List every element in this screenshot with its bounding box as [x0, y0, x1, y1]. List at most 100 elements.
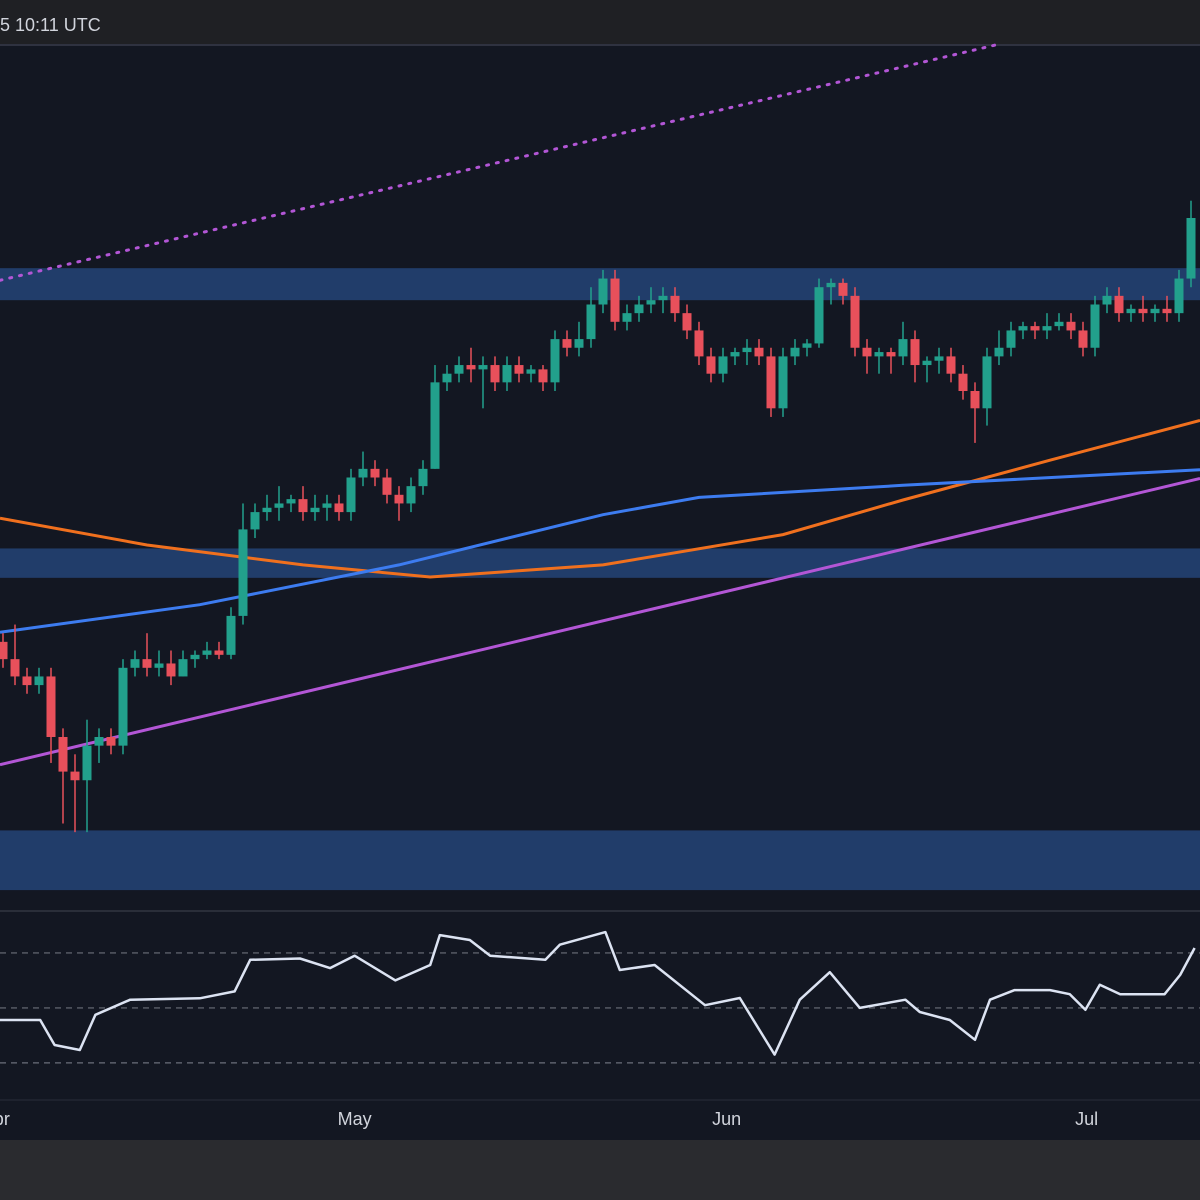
candle-body	[430, 382, 440, 469]
candle-body	[982, 356, 992, 409]
candle-body	[1138, 308, 1148, 314]
candle-body	[406, 486, 416, 504]
candle-body	[646, 300, 656, 305]
candle-body	[382, 477, 392, 495]
candle-body	[790, 347, 800, 357]
candle-body	[814, 287, 824, 344]
candle-body	[850, 295, 860, 348]
candle-body	[634, 304, 644, 314]
candle-body	[10, 659, 20, 677]
candle-body	[118, 667, 128, 746]
candle-body	[1102, 295, 1112, 305]
indicator-line	[0, 468, 1200, 634]
candle-body	[58, 737, 68, 772]
candle-body	[1042, 326, 1052, 331]
candle-body	[202, 650, 212, 655]
candle-body	[1078, 330, 1088, 348]
candle-body	[334, 503, 344, 513]
candle-body	[1006, 330, 1016, 348]
candle-body	[766, 356, 776, 409]
zones	[0, 268, 1200, 891]
candle-body	[670, 295, 680, 314]
candle-body	[898, 339, 908, 357]
candle-body	[994, 347, 1004, 357]
candle-body	[742, 347, 752, 353]
top-bar	[0, 0, 1200, 45]
candle-body	[946, 356, 956, 374]
candle-body	[1018, 326, 1028, 331]
candle-body	[22, 676, 32, 686]
zone	[0, 830, 1200, 891]
candle-body	[934, 356, 944, 361]
candle-body	[862, 347, 872, 357]
candle-body	[586, 304, 596, 340]
candle-body	[1054, 321, 1064, 327]
candle-body	[598, 278, 608, 305]
candle-body	[1030, 326, 1040, 331]
candle-body	[34, 676, 44, 686]
candle-body	[826, 282, 836, 288]
candle-body	[610, 278, 620, 322]
candle-body	[1126, 308, 1136, 314]
candle-body	[550, 339, 560, 383]
candle-body	[466, 365, 476, 370]
candle-body	[226, 615, 236, 655]
candle-body	[1186, 218, 1196, 279]
candle-body	[682, 313, 692, 331]
time-label: May	[338, 1109, 372, 1129]
candle-body	[574, 339, 584, 348]
zone	[0, 548, 1200, 578]
candle-body	[238, 529, 248, 616]
time-label: Apr	[0, 1109, 10, 1129]
time-label: Jul	[1075, 1109, 1098, 1129]
candle-body	[622, 313, 632, 322]
candle-body	[346, 477, 356, 513]
candle-body	[154, 663, 164, 668]
candle-body	[802, 343, 812, 348]
candle-body	[562, 339, 572, 348]
indicator-line	[0, 418, 1200, 579]
candle-body	[262, 507, 272, 513]
candle-body	[526, 369, 536, 374]
indicator-line	[0, 476, 1200, 767]
candle-body	[106, 737, 116, 746]
candle-body	[838, 282, 848, 296]
bottom-bar	[0, 1140, 1200, 1200]
candle-body	[190, 654, 200, 660]
rsi-line	[0, 930, 1196, 1056]
time-label: Jun	[712, 1109, 741, 1129]
candle-body	[454, 365, 464, 374]
candle-body	[298, 499, 308, 513]
candle-body	[358, 468, 368, 478]
candle-body	[958, 373, 968, 391]
time-axis: Apr May Jun Jul	[0, 1109, 1098, 1129]
candle-body	[250, 512, 260, 530]
candle-body	[274, 503, 284, 508]
candle-body	[754, 347, 764, 357]
candles	[0, 200, 1196, 833]
candle-body	[82, 745, 92, 781]
candle-body	[478, 365, 488, 370]
candle-body	[370, 468, 380, 478]
candle-body	[310, 507, 320, 513]
candle-body	[658, 295, 668, 301]
indicator-lines	[0, 43, 1200, 767]
candle-body	[970, 391, 980, 409]
candle-body	[1090, 304, 1100, 348]
candle-body	[322, 503, 332, 508]
timestamp: 5 10:11 UTC	[0, 15, 101, 35]
candle-body	[490, 365, 500, 383]
candle-body	[874, 352, 884, 357]
candle-body	[706, 356, 716, 374]
candle-body	[286, 499, 296, 504]
candle-body	[142, 659, 152, 668]
candle-body	[442, 373, 452, 383]
candle-body	[538, 369, 548, 383]
candle-body	[1162, 308, 1172, 314]
candle-body	[0, 641, 8, 660]
candle-body	[730, 352, 740, 357]
candle-body	[1114, 295, 1124, 314]
